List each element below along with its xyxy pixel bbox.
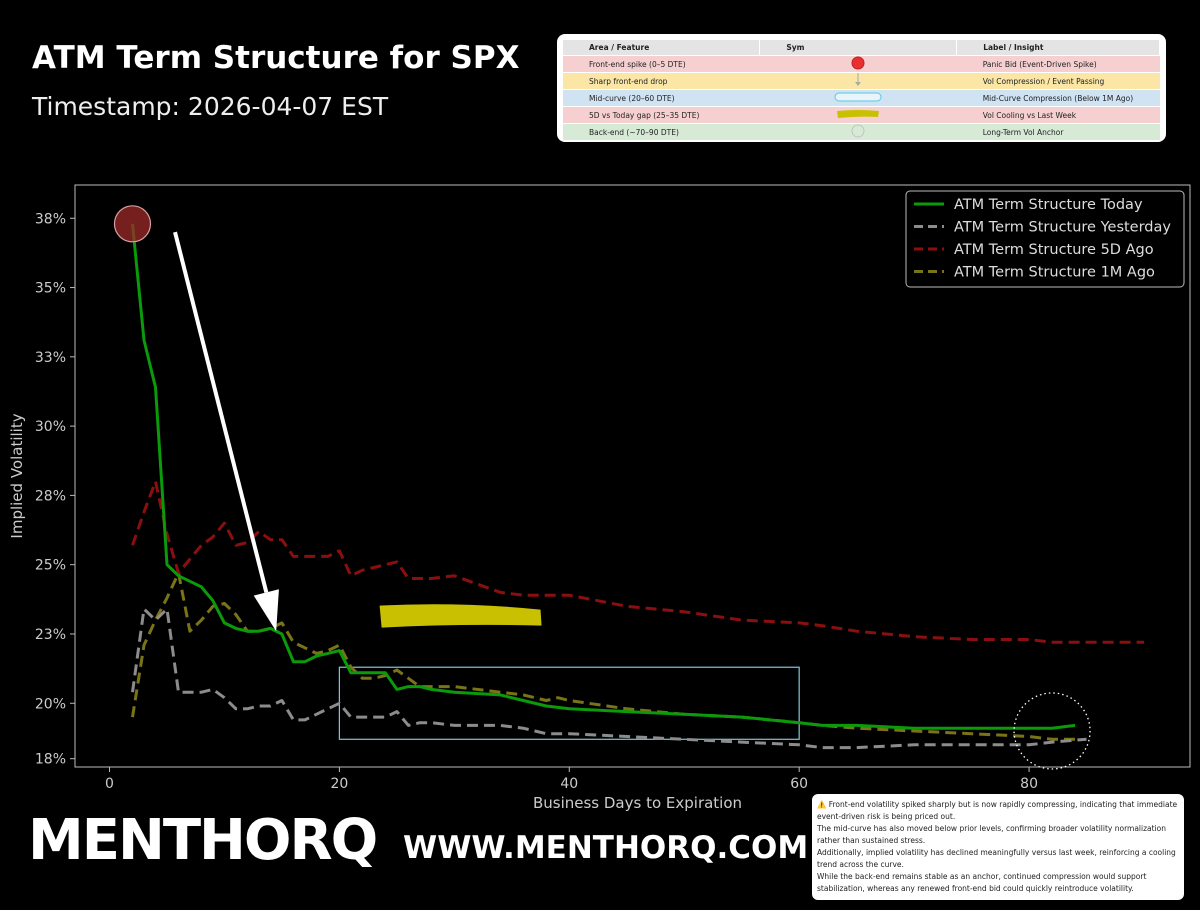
x-tick-label: 80 bbox=[1020, 776, 1038, 792]
yellow-band-icon bbox=[759, 106, 957, 124]
note-line: While the back-end remains stable as an … bbox=[817, 872, 1147, 893]
feature-legend-table: Area / Feature Sym Label / Insight Front… bbox=[557, 34, 1166, 142]
feature-row: Mid-curve (20–60 DTE) Mid-Curve Compressi… bbox=[563, 89, 1160, 107]
y-tick-label: 23% bbox=[35, 627, 66, 643]
dotted-circle-icon bbox=[759, 123, 957, 140]
y-tick-label: 35% bbox=[35, 281, 66, 297]
feature-area: Front-end spike (0–5 DTE) bbox=[563, 55, 760, 73]
feature-row: Back-end (~70–90 DTE) Long-Term Vol Ancho… bbox=[563, 123, 1160, 140]
feature-label: Panic Bid (Event-Driven Spike) bbox=[956, 55, 1160, 73]
timestamp-subtitle: Timestamp: 2026-04-07 EST bbox=[32, 92, 389, 121]
legend-label: ATM Term Structure 5D Ago bbox=[954, 242, 1154, 258]
legend-label: ATM Term Structure Today bbox=[954, 197, 1143, 213]
series-line bbox=[131, 223, 1076, 730]
legend-label: ATM Term Structure Yesterday bbox=[954, 220, 1171, 236]
feature-label: Mid-Curve Compression (Below 1M Ago) bbox=[956, 89, 1160, 107]
feature-area: 5D vs Today gap (25–35 DTE) bbox=[563, 106, 760, 124]
series-line bbox=[131, 607, 1087, 750]
menthorq-logo: MENTHORQ bbox=[28, 808, 378, 873]
feature-row: Sharp front-end drop Vol Compression / Ev… bbox=[563, 72, 1160, 90]
note-line: The mid-curve has also moved below prior… bbox=[817, 824, 1166, 845]
plot-frame bbox=[74, 184, 1191, 768]
note-line: Additionally, implied volatility has dec… bbox=[817, 848, 1176, 869]
y-tick-label: 30% bbox=[35, 419, 66, 435]
feature-area: Mid-curve (20–60 DTE) bbox=[563, 89, 760, 107]
y-axis-label: Implied Volatility bbox=[8, 413, 26, 538]
column-header-area: Area / Feature bbox=[563, 40, 761, 56]
back-end-anchor-circle bbox=[1013, 692, 1091, 770]
front-end-drop-arrow bbox=[173, 231, 269, 593]
chart-legend bbox=[905, 190, 1185, 288]
column-header-label: Label / Insight bbox=[956, 40, 1160, 56]
feature-area: Sharp front-end drop bbox=[563, 72, 760, 90]
feature-label: Vol Cooling vs Last Week bbox=[956, 106, 1160, 124]
down-arrow-icon bbox=[759, 72, 957, 90]
y-tick-label: 20% bbox=[35, 696, 66, 712]
red-dot-icon bbox=[759, 55, 957, 73]
column-header-sym: Sym bbox=[759, 40, 958, 56]
y-tick-label: 38% bbox=[35, 211, 66, 227]
feature-row: 5D vs Today gap (25–35 DTE) Vol Cooling v… bbox=[563, 106, 1160, 124]
y-tick-label: 18% bbox=[35, 752, 66, 768]
front-end-spike-marker bbox=[113, 205, 152, 243]
x-tick-label: 40 bbox=[560, 776, 578, 792]
y-tick-label: 33% bbox=[35, 350, 66, 366]
y-tick-label: 25% bbox=[35, 558, 66, 574]
page-title: ATM Term Structure for SPX bbox=[32, 40, 520, 76]
feature-area: Back-end (~70–90 DTE) bbox=[563, 123, 760, 140]
legend-label: ATM Term Structure 1M Ago bbox=[954, 265, 1155, 281]
arrow-head-icon bbox=[253, 589, 279, 632]
note-line: ⚠️ Front-end volatility spiked sharply b… bbox=[817, 800, 1178, 821]
x-tick-label: 60 bbox=[790, 776, 808, 792]
feature-label: Long-Term Vol Anchor bbox=[956, 123, 1160, 140]
website-url[interactable]: WWW.MENTHORQ.COM bbox=[403, 830, 809, 866]
feature-label: Vol Compression / Event Passing bbox=[956, 72, 1160, 90]
x-tick-label: 0 bbox=[105, 776, 114, 792]
x-axis-label: Business Days to Expiration bbox=[533, 794, 742, 812]
gap-highlight-band bbox=[379, 604, 542, 628]
feature-row: Front-end spike (0–5 DTE) Panic Bid (Even… bbox=[563, 55, 1160, 73]
x-tick-label: 20 bbox=[330, 776, 348, 792]
series-line bbox=[131, 480, 1144, 644]
insight-notes-panel: ⚠️ Front-end volatility spiked sharply b… bbox=[812, 794, 1184, 900]
cyan-box-icon bbox=[759, 89, 957, 107]
y-tick-label: 28% bbox=[35, 488, 66, 504]
